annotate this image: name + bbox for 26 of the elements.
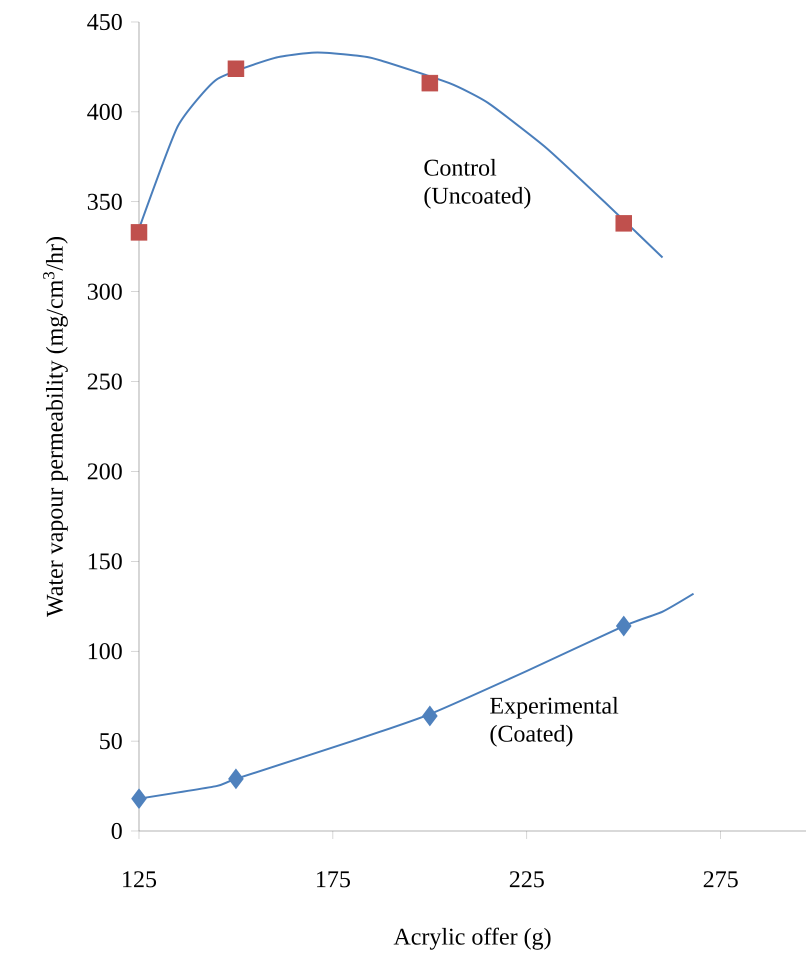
text: Experimental (Coated) — [490, 696, 618, 747]
y-tick-label: 450 — [87, 14, 122, 30]
y-tick-label: 350 — [88, 194, 122, 210]
point — [130, 224, 148, 241]
y-tick-label: 300 — [88, 284, 122, 300]
text: Control (Uncoated) — [424, 158, 530, 209]
point — [616, 616, 632, 636]
point — [615, 215, 632, 232]
y-tick-label: 50 — [100, 733, 122, 750]
y-tick-label: 200 — [88, 463, 122, 480]
y-axis-title: Water vapour permeability (mg/cm$^{3}$/hr) — [43, 237, 68, 617]
y-tick-label: 0 — [112, 822, 122, 840]
x-tick-label: 275 — [704, 871, 738, 888]
x-axis-title: Acrylic offer (g) — [394, 928, 551, 950]
y-tick-label: 400 — [87, 104, 122, 120]
point — [131, 788, 147, 809]
y-tick-label: 100 — [88, 643, 122, 660]
x-tick-label: 175 — [317, 871, 350, 888]
x-tick-label: 225 — [510, 871, 544, 888]
point — [422, 706, 438, 726]
y-tick-label: 250 — [88, 373, 122, 390]
x-tick-label: 125 — [123, 871, 156, 888]
point — [422, 74, 438, 92]
y-tick-label: 150 — [88, 553, 122, 570]
point — [228, 768, 244, 790]
point — [228, 60, 244, 77]
